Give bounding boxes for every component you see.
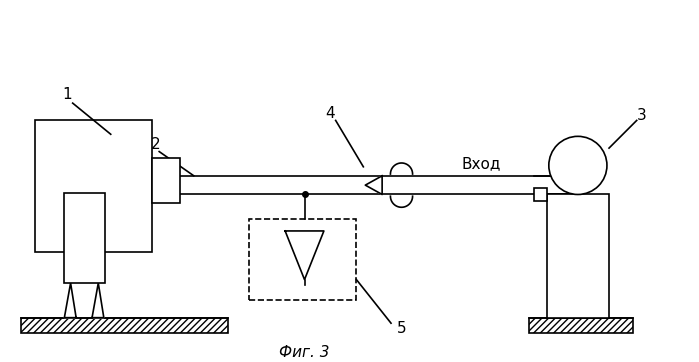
Text: 1: 1 <box>62 87 72 102</box>
Bar <box>534 188 547 201</box>
Text: 3: 3 <box>637 108 647 123</box>
Circle shape <box>549 136 607 194</box>
Polygon shape <box>285 231 324 279</box>
Polygon shape <box>92 283 104 318</box>
Polygon shape <box>366 176 382 194</box>
Bar <box>21 318 229 333</box>
Text: 4: 4 <box>325 106 335 121</box>
Bar <box>529 318 633 333</box>
Bar <box>152 159 180 203</box>
Text: Вход: Вход <box>461 156 500 172</box>
Bar <box>547 194 609 318</box>
Text: Фиг. 3: Фиг. 3 <box>280 345 330 360</box>
Polygon shape <box>64 283 76 318</box>
Text: 5: 5 <box>396 320 406 336</box>
Text: 2: 2 <box>151 137 161 152</box>
Bar <box>35 121 152 252</box>
Bar <box>64 193 105 283</box>
Bar <box>249 219 356 300</box>
